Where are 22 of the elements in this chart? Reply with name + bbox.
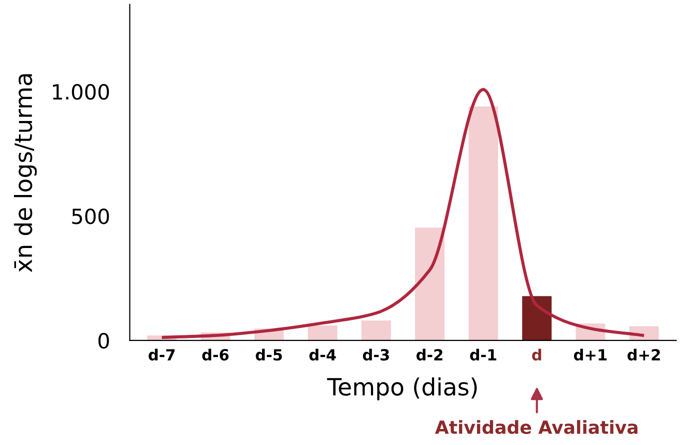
x-tick-label: d-4 [309,348,336,361]
y-tick-label: 500 [72,208,109,224]
x-tick-label: d-2 [416,348,442,361]
y-tick-label: 1.000 [52,84,109,100]
bar [415,228,444,340]
x-tick-label: d-5 [256,348,282,361]
y-axis-title: x̄n de logs/turma [14,74,37,272]
x-tick-label: d [532,348,542,361]
x-tick-label: d-6 [202,348,229,361]
x-tick-label: d-7 [148,348,175,361]
line-series [160,88,646,339]
x-tick-label: d-3 [362,348,389,361]
x-tick-label: d-1 [470,348,496,361]
bar [308,325,338,340]
bar [361,320,391,340]
x-tick-label: d+1 [574,348,607,361]
y-tick-label: 0 [98,332,109,349]
text: Atividade Avaliativa [435,420,638,434]
bar [468,106,498,340]
bar [522,296,552,340]
x-tick-label: d+2 [628,348,660,361]
x-axis-title: Tempo (dias) [327,377,477,400]
